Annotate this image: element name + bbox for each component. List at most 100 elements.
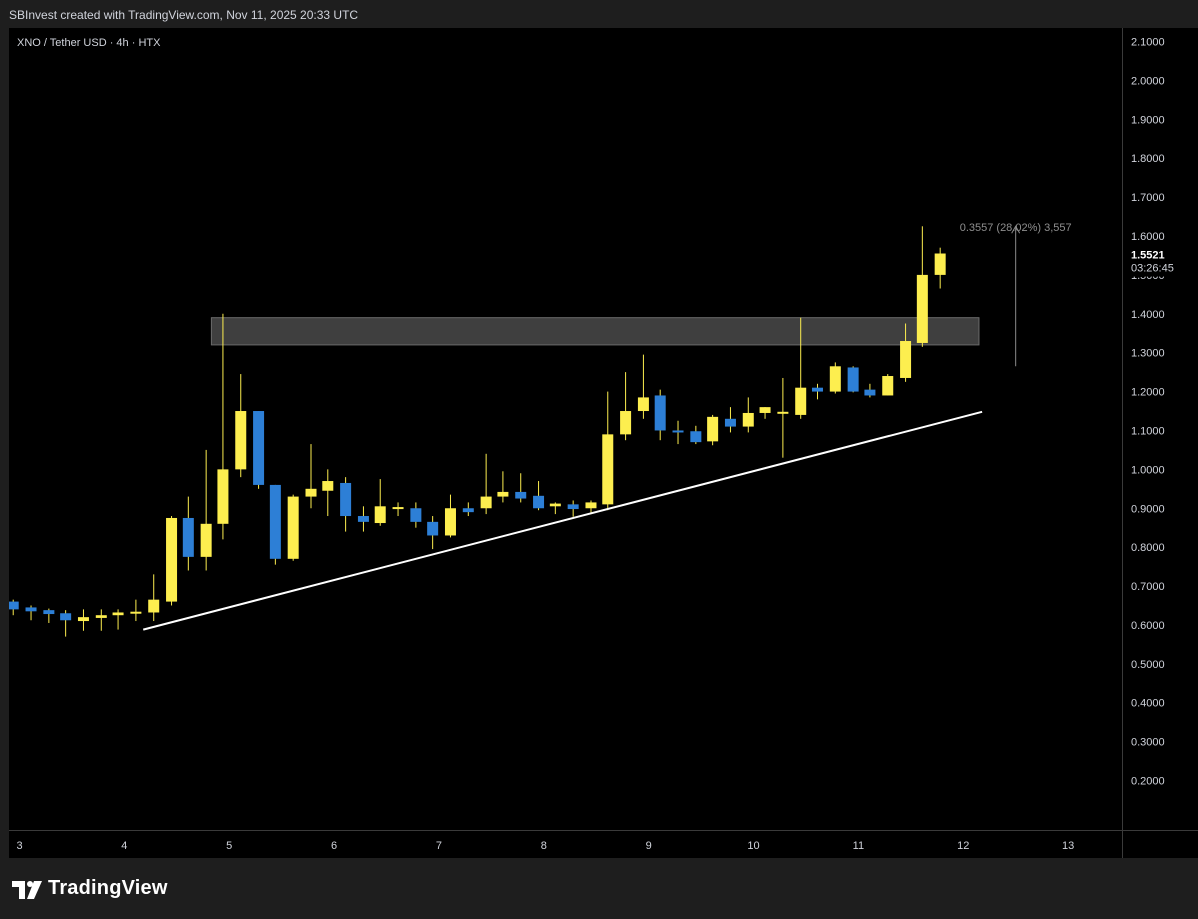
candle-body bbox=[864, 389, 876, 396]
candle-body bbox=[9, 601, 19, 610]
candle-body bbox=[322, 481, 334, 491]
candle-body bbox=[340, 482, 352, 517]
price-tick-label: 1.8000 bbox=[1131, 153, 1165, 165]
candle-body bbox=[287, 496, 299, 559]
candle-body bbox=[444, 508, 456, 536]
candle-body bbox=[43, 610, 55, 615]
candle-body bbox=[567, 504, 579, 510]
price-tick-label: 1.3000 bbox=[1131, 348, 1165, 360]
price-tick-label: 0.9000 bbox=[1131, 503, 1165, 515]
chart-area[interactable]: 0.3557 (28.02%) 3,557 2.1000 2.0000 1.9000 1… bbox=[9, 28, 1198, 858]
candle-body bbox=[480, 496, 492, 509]
chart-svg[interactable]: 0.3557 (28.02%) 3,557 2.1000 2.0000 1.9000 1… bbox=[9, 28, 1198, 858]
candle-body bbox=[654, 395, 666, 431]
candle-body bbox=[602, 434, 614, 505]
candle-body bbox=[269, 484, 281, 559]
candle-body bbox=[410, 508, 422, 522]
candle-body bbox=[759, 407, 771, 413]
candle-body bbox=[77, 617, 89, 622]
price-tick-label: 0.3000 bbox=[1131, 737, 1165, 749]
logo-text: TradingView bbox=[48, 877, 168, 899]
candle-body bbox=[374, 506, 386, 524]
price-tick-label: 2.1000 bbox=[1131, 37, 1165, 49]
candle-body bbox=[672, 430, 684, 433]
candle-body bbox=[847, 367, 859, 392]
candle-body bbox=[533, 495, 545, 509]
time-tick-label: 5 bbox=[226, 840, 232, 852]
candle-body bbox=[217, 469, 229, 524]
resistance-zone bbox=[210, 317, 980, 346]
candle-body bbox=[253, 411, 265, 485]
candle-body bbox=[829, 366, 841, 392]
candle-body bbox=[392, 507, 404, 510]
candle-body bbox=[777, 411, 789, 414]
price-tick-label: 0.6000 bbox=[1131, 620, 1165, 632]
price-tick-label: 1.6000 bbox=[1131, 231, 1165, 243]
time-tick-label: 12 bbox=[957, 840, 969, 852]
time-tick-label: 10 bbox=[747, 840, 759, 852]
candle-body bbox=[585, 502, 597, 509]
tradingview-logo-icon bbox=[12, 880, 42, 899]
price-tick-label: 2.0000 bbox=[1131, 75, 1165, 87]
price-tick-label: 0.8000 bbox=[1131, 542, 1165, 554]
candle-body bbox=[690, 431, 702, 443]
measure-label: 0.3557 (28.02%) 3,557 bbox=[960, 222, 1072, 234]
candle-body bbox=[25, 607, 37, 612]
footer-bar bbox=[0, 858, 1198, 919]
candle-body bbox=[235, 411, 247, 470]
candle-body bbox=[95, 615, 107, 618]
candle-body bbox=[166, 517, 178, 602]
price-tick-label: 1.9000 bbox=[1131, 114, 1165, 126]
price-tick-label: 0.4000 bbox=[1131, 698, 1165, 710]
candle-body bbox=[637, 397, 649, 412]
candle-body bbox=[112, 612, 124, 616]
candle-body bbox=[549, 503, 561, 507]
candle-body bbox=[882, 376, 894, 396]
candle-body bbox=[462, 508, 474, 513]
tradingview-logo[interactable]: TradingView bbox=[12, 877, 168, 900]
price-tick-label: 1.4000 bbox=[1131, 309, 1165, 321]
candle-body bbox=[620, 411, 632, 435]
price-tick-label: 0.2000 bbox=[1131, 775, 1165, 787]
candle-body bbox=[427, 521, 439, 536]
price-tick-label: 1.7000 bbox=[1131, 192, 1165, 204]
candle-body bbox=[357, 516, 369, 522]
candle-body bbox=[934, 253, 946, 275]
candle-body bbox=[900, 341, 912, 378]
candle-body bbox=[916, 274, 928, 343]
candle-body bbox=[497, 491, 509, 497]
time-tick-label: 3 bbox=[16, 840, 22, 852]
time-tick-label: 8 bbox=[541, 840, 547, 852]
candle-body bbox=[811, 387, 823, 392]
candle-body bbox=[707, 416, 719, 442]
candle-body bbox=[148, 599, 160, 613]
price-tick-label: 1.0000 bbox=[1131, 464, 1165, 476]
time-tick-label: 4 bbox=[121, 840, 127, 852]
candle-body bbox=[60, 613, 72, 621]
top-bar: SBInvest created with TradingView.com, N… bbox=[0, 0, 1198, 28]
candle-body bbox=[130, 611, 142, 614]
candles-group bbox=[9, 226, 946, 637]
candle-body bbox=[182, 517, 194, 557]
symbol-info[interactable]: XNO / Tether USD · 4h · HTX bbox=[17, 37, 161, 49]
price-tick-label: 0.5000 bbox=[1131, 659, 1165, 671]
candle-body bbox=[724, 418, 736, 427]
candle-body bbox=[742, 412, 754, 427]
trendline bbox=[142, 410, 983, 631]
last-price-label: 1.5521 bbox=[1131, 250, 1165, 262]
credit-text: SBInvest created with TradingView.com, N… bbox=[9, 8, 359, 22]
price-tick-label: 1.2000 bbox=[1131, 387, 1165, 399]
candle-body bbox=[305, 488, 317, 497]
measure-arrowhead bbox=[1011, 225, 1021, 234]
candle-body bbox=[795, 387, 807, 415]
price-tick-label: 1.1000 bbox=[1131, 425, 1165, 437]
candle-body bbox=[515, 491, 527, 499]
time-tick-label: 11 bbox=[853, 840, 864, 852]
time-tick-label: 13 bbox=[1062, 840, 1074, 852]
time-tick-label: 7 bbox=[436, 840, 442, 852]
last-price-label-bg bbox=[1124, 248, 1198, 277]
price-tick-label: 0.7000 bbox=[1131, 581, 1165, 593]
time-tick-label: 6 bbox=[331, 840, 337, 852]
bar-countdown-label: 03:26:45 bbox=[1131, 263, 1174, 275]
candle-body bbox=[200, 523, 212, 557]
